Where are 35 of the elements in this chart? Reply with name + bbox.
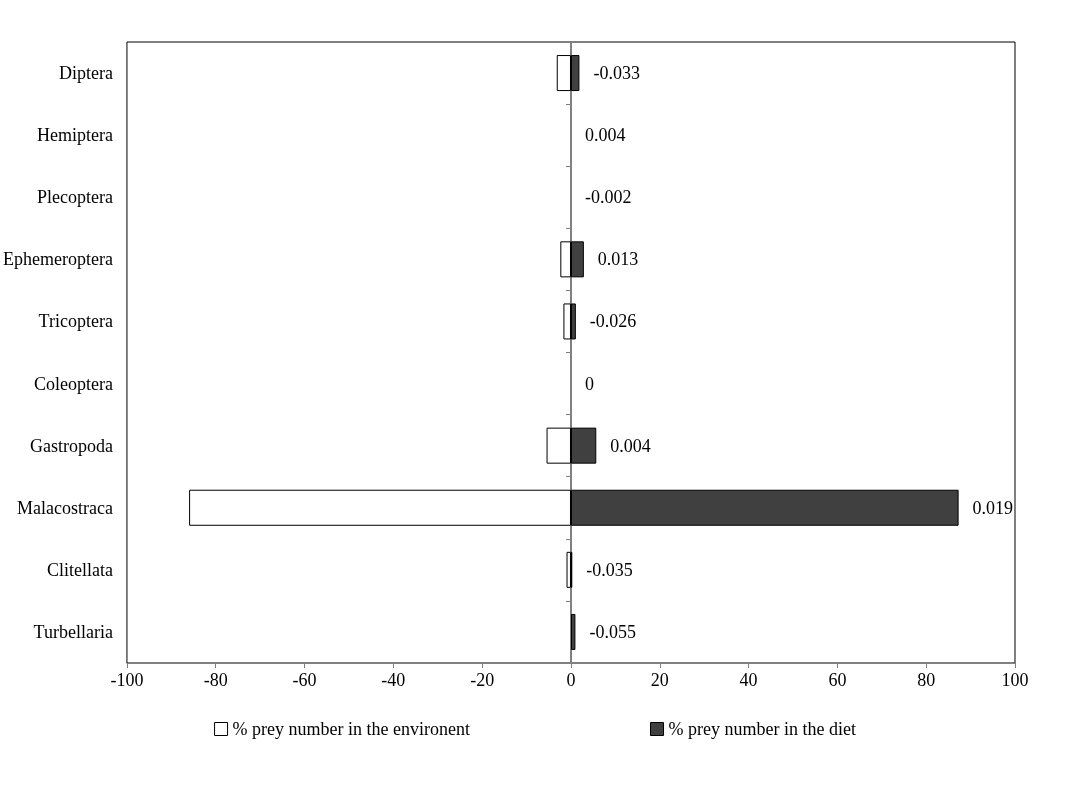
- y-tick-label: Coleoptera: [33, 373, 113, 394]
- legend-label: % prey number in the diet: [668, 719, 856, 739]
- bar: [570, 613, 576, 650]
- annotation: -0.033: [593, 63, 640, 84]
- annotation: 0.019: [972, 497, 1014, 518]
- annotation: -0.026: [589, 311, 637, 332]
- y-tick-label: Diptera: [58, 63, 113, 84]
- annotation: -0.055: [589, 621, 636, 642]
- x-tick-label: -20: [470, 670, 495, 690]
- x-tick-label: 100: [1001, 670, 1029, 690]
- x-tick-label: 80: [917, 670, 936, 690]
- x-tick-label: 0: [566, 670, 576, 690]
- y-tick-label: Gastropoda: [29, 435, 113, 456]
- annotation: 0.004: [584, 125, 626, 146]
- annotation: 0: [584, 373, 594, 394]
- y-tick-label: Ephemeroptera: [2, 249, 113, 270]
- y-tick-label: Malacostraca: [16, 497, 113, 518]
- annotation: -0.002: [584, 187, 632, 208]
- x-tick-label: 40: [739, 670, 758, 690]
- legend-label: % prey number in the environent: [232, 719, 470, 739]
- x-tick-label: 60: [828, 670, 847, 690]
- x-tick-label: -40: [381, 670, 406, 690]
- y-tick-label: Hemiptera: [36, 125, 113, 146]
- annotation: 0.013: [597, 249, 639, 270]
- x-tick-label: -80: [203, 670, 228, 690]
- y-tick-label: Turbellaria: [33, 621, 113, 642]
- annotation: 0.004: [610, 435, 651, 456]
- y-tick-label: Clitellata: [46, 559, 113, 580]
- y-tick-label: Tricoptera: [38, 311, 113, 332]
- bar: [566, 551, 571, 588]
- y-tick-label: Plecoptera: [36, 187, 113, 208]
- x-tick-label: -60: [292, 670, 317, 690]
- x-tick-label: 20: [650, 670, 669, 690]
- x-tick-label: -100: [110, 670, 144, 690]
- annotation: -0.035: [586, 559, 633, 580]
